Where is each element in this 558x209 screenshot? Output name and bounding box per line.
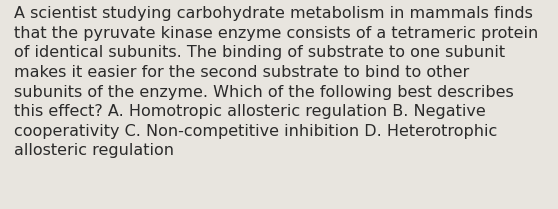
Text: A scientist studying carbohydrate metabolism in mammals finds
that the pyruvate : A scientist studying carbohydrate metabo…: [14, 6, 538, 158]
